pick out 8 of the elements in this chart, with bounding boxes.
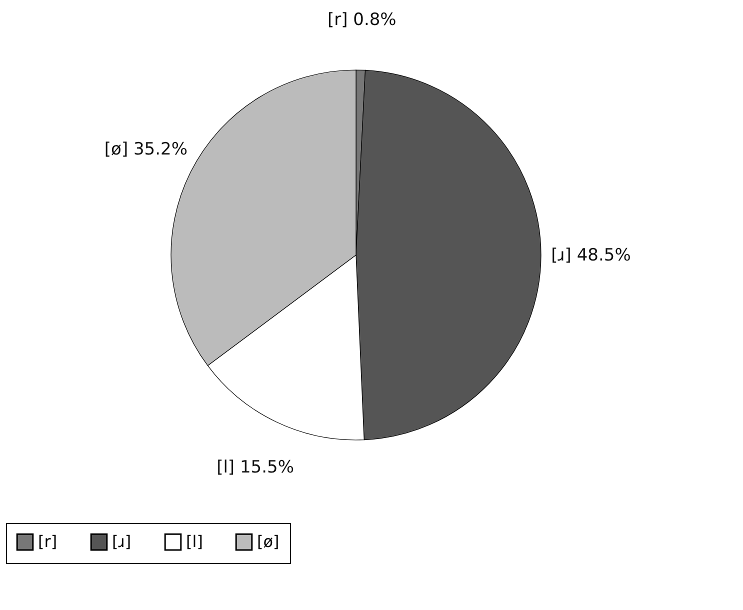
legend-label: [l] — [186, 532, 203, 552]
legend-label: [r] — [38, 532, 58, 552]
category-label: [r] 0.8% — [327, 10, 396, 30]
category-label: [ø] 35.2% — [104, 140, 188, 160]
category-label: [ɹ] 48.5% — [551, 246, 631, 266]
legend-label: [ø] — [257, 532, 280, 552]
legend-label: [ɹ] — [112, 532, 132, 552]
category-label: [l] 15.5% — [216, 457, 294, 478]
